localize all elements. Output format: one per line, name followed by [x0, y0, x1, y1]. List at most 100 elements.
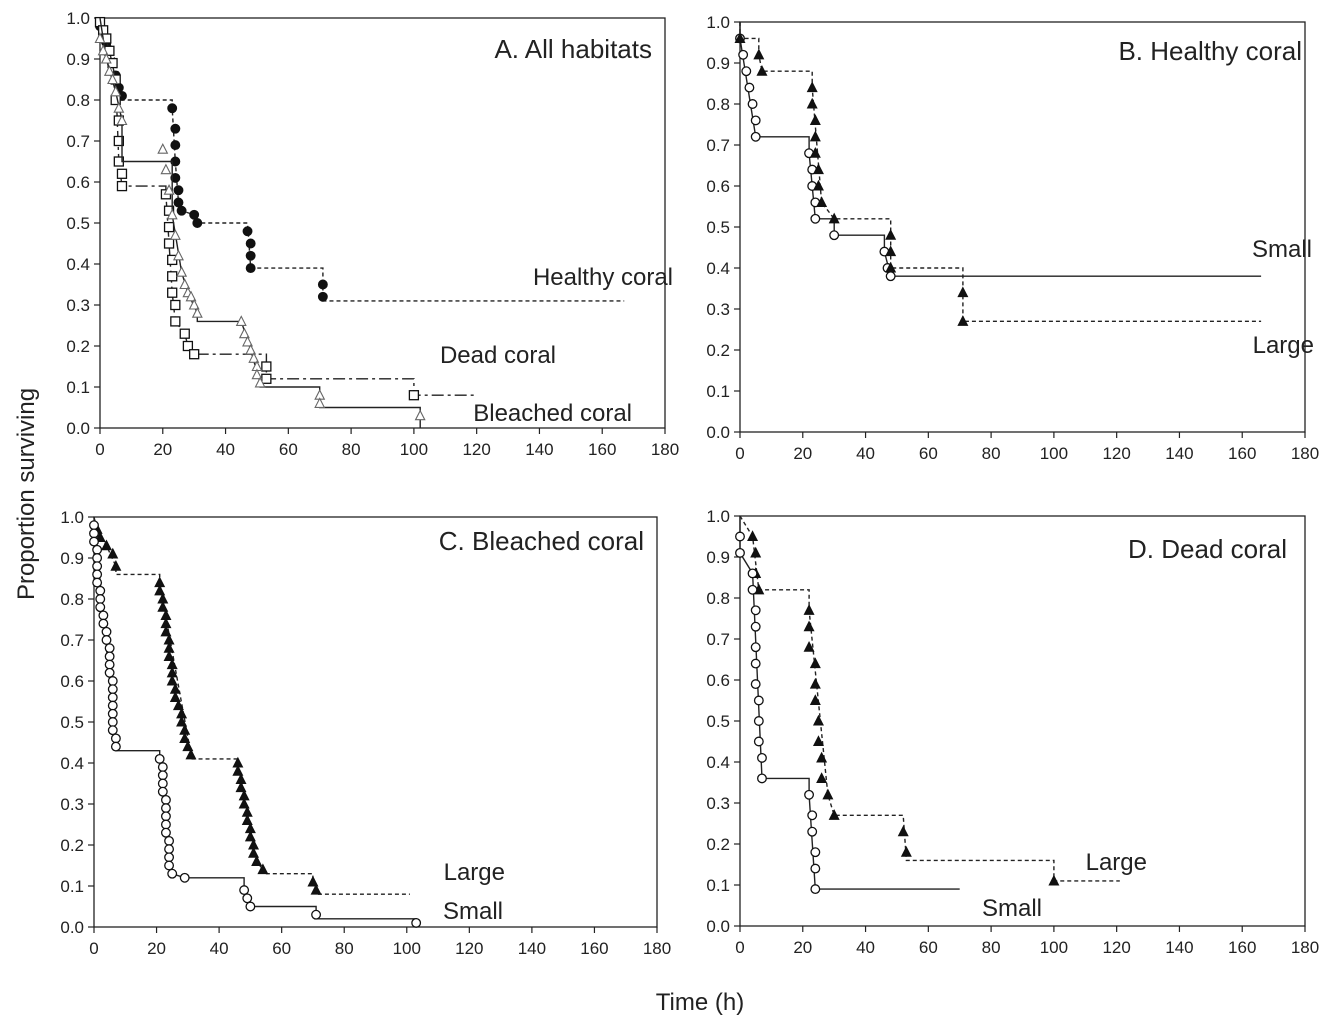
y-tick-label: 1.0: [60, 508, 84, 527]
data-point: [110, 733, 121, 744]
y-tick-label: 0.0: [706, 423, 730, 442]
data-point: [107, 717, 118, 727]
data-point: [310, 883, 322, 895]
y-tick-label: 0.8: [60, 590, 84, 609]
data-point: [107, 725, 118, 736]
data-point: [95, 602, 106, 613]
data-point: [245, 343, 257, 355]
data-point: [176, 205, 187, 216]
x-tick-label: 60: [919, 444, 938, 463]
data-point: [164, 844, 175, 855]
series-label-healthy-coral: Healthy coral: [533, 264, 673, 291]
series-large: [91, 516, 410, 895]
data-point: [257, 863, 269, 875]
data-point: [89, 520, 99, 531]
data-point: [157, 770, 168, 781]
panel-title: A. All habitats: [494, 34, 652, 64]
data-point: [261, 373, 272, 384]
data-point: [169, 691, 181, 702]
y-tick-label: 0.0: [706, 917, 730, 936]
data-point: [750, 131, 761, 142]
series-line: [739, 516, 960, 890]
data-point: [885, 228, 897, 240]
data-point: [816, 751, 828, 763]
data-point: [189, 349, 200, 360]
data-point: [107, 708, 118, 719]
data-point: [245, 901, 256, 912]
data-point: [828, 809, 840, 820]
y-tick-label: 0.0: [60, 918, 84, 937]
data-point: [753, 716, 764, 726]
data-point: [163, 183, 175, 195]
y-tick-label: 1.0: [706, 13, 730, 32]
series-label-dead-coral: Dead coral: [440, 342, 556, 369]
data-point: [750, 679, 761, 690]
y-tick-label: 1.0: [706, 507, 730, 526]
panel-title: B. Healthy coral: [1118, 36, 1302, 66]
y-tick-label: 1.0: [66, 9, 90, 28]
x-tick-label: 80: [982, 938, 1001, 957]
data-point: [164, 860, 175, 871]
y-axis-title: Proportion surviving: [13, 388, 40, 600]
data-point: [163, 238, 175, 249]
data-point: [750, 546, 762, 558]
data-point: [804, 789, 815, 800]
data-point: [810, 847, 821, 858]
x-tick-label: 140: [1165, 938, 1193, 957]
x-tick-label: 0: [89, 939, 98, 958]
data-point: [809, 114, 821, 125]
data-point: [235, 781, 247, 793]
plot-frame: [99, 17, 666, 429]
data-point: [160, 794, 171, 805]
x-tick-label: 40: [856, 444, 875, 463]
x-tick-label: 60: [919, 938, 938, 957]
data-point: [261, 361, 272, 372]
series-label-large: Large: [1086, 849, 1147, 876]
y-tick-label: 0.5: [706, 712, 730, 731]
data-point: [110, 741, 121, 752]
data-point: [809, 694, 821, 706]
data-point: [245, 263, 256, 274]
data-point: [160, 827, 171, 838]
data-point: [170, 172, 181, 183]
data-point: [188, 298, 200, 310]
x-tick-label: 80: [335, 939, 354, 958]
x-tick-label: 40: [216, 440, 235, 459]
x-tick-label: 20: [793, 444, 812, 463]
data-point: [163, 650, 175, 661]
data-point: [160, 625, 172, 637]
x-tick-label: 140: [1165, 444, 1193, 463]
data-point: [248, 352, 260, 363]
data-point: [157, 142, 169, 154]
series-large: [739, 515, 1120, 886]
data-point: [248, 846, 260, 858]
y-tick-label: 0.3: [60, 795, 84, 814]
data-point: [235, 315, 247, 326]
data-point: [94, 32, 106, 44]
data-point: [107, 73, 119, 85]
data-point: [107, 676, 118, 686]
panel-a-all-habitats: 0.0 0.1 0.2 0.3 0.4 0.5 0.6 0.7 0.8 0.9 1.0 0 20 40 60…: [66, 9, 679, 459]
x-tick-label: 120: [1102, 444, 1130, 463]
data-point: [92, 569, 103, 580]
data-point: [179, 328, 190, 339]
data-point: [116, 180, 128, 192]
y-tick-label: 0.3: [66, 296, 90, 315]
x-tick-label: 180: [651, 440, 679, 459]
data-point: [735, 547, 745, 558]
y-tick-label: 0.8: [66, 91, 90, 110]
y-tick-label: 0.6: [66, 173, 90, 192]
data-point: [254, 376, 266, 388]
series-label-large: Large: [1253, 332, 1314, 359]
plot-frame: [739, 515, 1306, 927]
data-point: [816, 196, 828, 207]
data-point: [812, 179, 824, 191]
data-point: [885, 261, 897, 273]
data-point: [734, 32, 746, 43]
data-point: [807, 810, 818, 821]
data-point: [750, 621, 761, 632]
x-tick-label: 0: [735, 938, 744, 957]
data-point: [104, 643, 115, 654]
x-tick-label: 20: [793, 938, 812, 957]
data-point: [747, 568, 758, 579]
